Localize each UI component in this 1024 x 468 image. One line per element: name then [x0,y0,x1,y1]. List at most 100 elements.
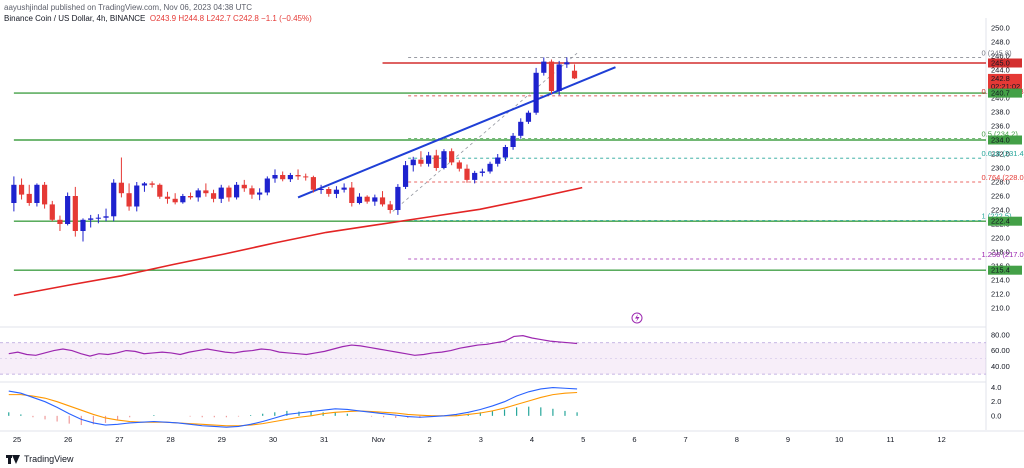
y-tick-label: 238.0 [991,108,1010,117]
y-tick-label: 212.0 [991,290,1010,299]
candle-body [418,159,424,164]
ohlc-values: O243.9 H244.8 L242.7 C242.8 −1.1 (−0.45%… [149,14,312,23]
price-label: 242.8 [991,74,1010,83]
rsi-tick-label: 60.00 [991,346,1010,355]
candle-body [372,197,378,202]
rsi-tick-label: 80.00 [991,330,1010,339]
candle-body [402,165,409,187]
x-tick-label: 5 [581,435,585,444]
alert-flash-icon [631,312,643,324]
fib-level-label: 0.5 (234.2) [982,130,1019,139]
y-tick-label: 226.0 [991,192,1010,201]
alert-flash-glyph [635,314,640,322]
candle-body [464,168,470,180]
candle-body [218,187,224,199]
candle-body [187,196,194,198]
y-tick-label: 214.0 [991,276,1010,285]
candle-body [518,121,524,136]
price-label: 215.4 [991,266,1010,275]
candle-body [34,184,40,203]
candle-body [318,189,324,190]
y-tick-label: 220.0 [991,234,1010,243]
candle-body [234,184,240,198]
macd-signal-line [8,391,578,427]
price-label: 222.4 [991,217,1010,226]
price-label-bg [988,265,1022,275]
candle-body [326,189,332,194]
y-tick-label: 236.0 [991,122,1010,131]
candle-body [364,196,370,202]
y-tick-label: 246.0 [991,52,1010,61]
candle-body [280,175,286,180]
x-tick-label: 2 [428,435,432,444]
candle-body [556,64,562,91]
tradingview-logo-icon [6,454,20,464]
fib-level-label: 0.618 (231.4) [982,149,1024,158]
fib-swing-line [392,52,578,212]
x-tick-label: 4 [530,435,534,444]
candle-body [449,151,455,163]
candle-body [441,151,447,168]
x-tick-label: 31 [320,435,328,444]
price-label-countdown: 02:21:02 [991,82,1020,91]
candle-body [487,163,493,172]
candle-body [310,177,316,190]
tradingview-brand: TradingView [24,454,74,464]
y-tick-label: 224.0 [991,206,1010,215]
candle-body [80,219,86,231]
candle-body [26,193,32,203]
price-label-bg [988,58,1022,68]
rsi-tick-label: 40.00 [991,362,1010,371]
candle-body [264,178,270,193]
candle-body [533,72,539,113]
price-label-bg [988,88,1022,98]
candle-body [541,61,547,73]
candle-body [241,184,247,189]
y-tick-label: 248.0 [991,38,1010,47]
price-label-bg [988,216,1022,226]
macd-tick-label: 4.0 [991,383,1001,392]
candle-body [141,183,148,186]
candle-body [88,218,94,220]
candle-body [157,184,163,197]
y-tick-label: 250.0 [991,24,1010,33]
candle-body [564,62,570,65]
x-tick-label: 7 [684,435,688,444]
candle-body [410,159,416,166]
candle-body [257,192,263,195]
fib-level-label: 0 (245.8) [982,48,1013,57]
ema-line [13,186,583,297]
candle-body [472,172,478,180]
candle-body [426,155,432,164]
x-tick-label: 3 [479,435,483,444]
x-tick-label: 12 [937,435,945,444]
x-tick-label: 29 [218,435,226,444]
publisher-line: aayushjindal published on TradingView.co… [4,3,253,12]
candle-body [118,182,124,194]
candle-body [510,135,516,147]
price-label-bg [988,73,1022,91]
x-tick-label: 9 [786,435,790,444]
price-label-bg [988,135,1022,145]
candle-body [295,175,301,177]
candle-body [387,204,393,210]
x-tick-label: 10 [835,435,843,444]
candle-body [210,193,217,199]
candle-body [571,70,578,79]
candle-body [495,157,501,164]
candle-body [164,196,171,199]
candle-body [502,147,508,158]
candle-body [11,184,17,203]
x-tick-label: 6 [632,435,636,444]
fib-level-label: 1 (222.5) [982,212,1013,221]
fib-level-label: 0.764 (228.0) [982,173,1024,182]
rsi-band [0,342,986,375]
x-tick-label: 30 [269,435,277,444]
candle-body [226,187,232,198]
candle-body [49,204,55,220]
y-tick-label: 210.0 [991,304,1010,313]
x-tick-label: 27 [115,435,123,444]
y-tick-label: 240.0 [991,94,1010,103]
candle-body [303,176,309,178]
